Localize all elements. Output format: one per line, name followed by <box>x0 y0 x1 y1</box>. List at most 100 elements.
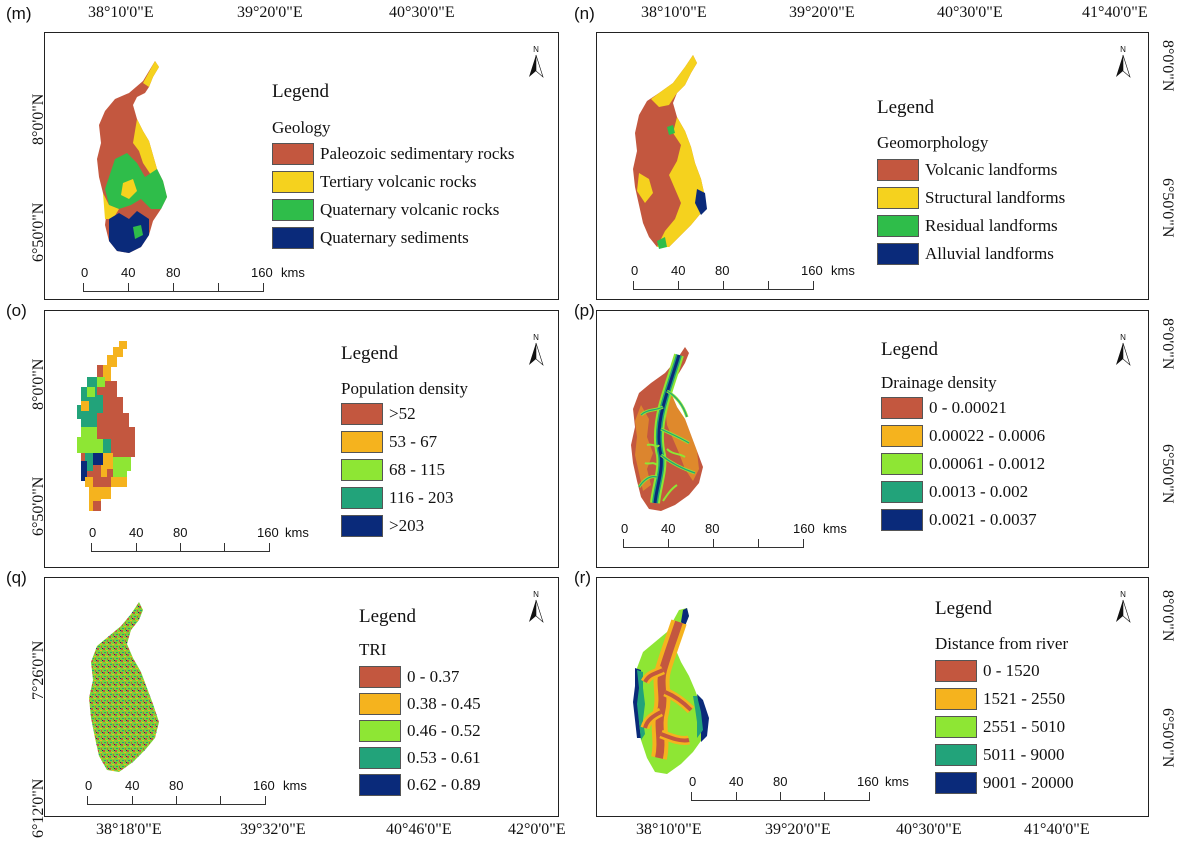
legend-item: Quaternary sediments <box>272 227 469 249</box>
legend-item: Quaternary volcanic rocks <box>272 199 499 221</box>
lat-label: 8°0'0"N <box>1159 590 1176 642</box>
legend-swatch <box>935 772 977 794</box>
north-label: N <box>1120 333 1126 342</box>
north-arrow-icon: N <box>1113 45 1133 79</box>
legend-title: Legend <box>359 606 416 627</box>
scale-tick-label: 160 <box>253 778 275 793</box>
lon-label: 40°30'0"E <box>937 4 1003 21</box>
legend-item: 53 - 67 <box>341 431 437 453</box>
map-panel-population-density: N Legend Population density >52 53 - 67 68… <box>44 310 559 568</box>
legend-item: 0 - 0.37 <box>359 666 459 688</box>
scale-tick-label: 0 <box>621 521 629 536</box>
legend-item: 0.0021 - 0.0037 <box>881 509 1037 531</box>
scale-tick-label: 40 <box>121 265 136 280</box>
scale-tick-label: 160 <box>793 521 815 536</box>
lon-label: 41°40'0"E <box>1082 4 1148 21</box>
legend-item-label: Tertiary volcanic rocks <box>320 172 477 191</box>
legend-swatch <box>935 688 977 710</box>
north-label: N <box>533 333 539 342</box>
scale-bar: 0 40 80 160 kms <box>631 259 871 295</box>
legend-item: Residual landforms <box>877 215 1058 237</box>
scale-tick-label: 40 <box>671 263 686 278</box>
legend-item: 0.00022 - 0.0006 <box>881 425 1045 447</box>
legend-item-label: Volcanic landforms <box>925 160 1058 179</box>
legend-swatch <box>272 227 314 249</box>
lon-label: 40°30'0"E <box>389 4 455 21</box>
scale-tick-label: 80 <box>166 265 181 280</box>
scale-bar: 0 40 80 160 kms <box>81 261 321 297</box>
legend-item-label: 9001 - 20000 <box>983 773 1074 792</box>
legend-item-label: Quaternary volcanic rocks <box>320 200 500 219</box>
legend-subtitle: Drainage density <box>881 373 997 392</box>
legend-swatch <box>341 487 383 509</box>
lon-label: 39°20'0"E <box>789 4 855 21</box>
panel-label: (n) <box>574 4 595 23</box>
legend-item-label: 0.46 - 0.52 <box>407 721 481 740</box>
legend-item-label: 0.0013 - 0.002 <box>929 482 1029 501</box>
legend-item: Paleozoic sedimentary rocks <box>272 143 515 165</box>
lon-label: 38°10'0"E <box>88 4 154 21</box>
map-panel-distance-from-river: N Legend Distance from river 0 - 1520 152… <box>596 577 1149 817</box>
scale-bar: 0 40 80 160 kms <box>689 770 929 806</box>
legend-item: 68 - 115 <box>341 459 445 481</box>
legend-swatch <box>881 397 923 419</box>
legend-item-label: Residual landforms <box>925 216 1058 235</box>
population-density-map <box>77 341 135 511</box>
north-label: N <box>533 45 539 54</box>
legend-item: 0.00061 - 0.0012 <box>881 453 1045 475</box>
scale-unit: kms <box>823 521 847 536</box>
legend-swatch <box>341 515 383 537</box>
drainage-density-map <box>631 347 703 511</box>
scale-tick-label: 160 <box>251 265 273 280</box>
legend-item-label: 0.53 - 0.61 <box>407 748 481 767</box>
scale-unit: kms <box>831 263 855 278</box>
legend-item: >203 <box>341 515 424 537</box>
legend-item: 9001 - 20000 <box>935 772 1074 794</box>
legend-title: Legend <box>935 598 992 619</box>
legend-item-label: 0.62 - 0.89 <box>407 775 481 794</box>
legend-swatch <box>341 459 383 481</box>
lon-label: 40°30'0"E <box>896 821 962 838</box>
legend-item-label: Alluvial landforms <box>925 244 1054 263</box>
north-arrow-icon: N <box>1113 333 1133 367</box>
legend-swatch <box>359 774 401 796</box>
legend-swatch <box>359 693 401 715</box>
north-label: N <box>1120 45 1126 54</box>
legend-item: 116 - 203 <box>341 487 454 509</box>
lat-label: 8°0'0"N <box>1159 318 1176 370</box>
scale-tick-label: 40 <box>129 525 144 540</box>
north-label: N <box>1120 590 1126 599</box>
legend-swatch <box>272 171 314 193</box>
legend-item: 0.53 - 0.61 <box>359 747 481 769</box>
scale-tick-label: 80 <box>715 263 730 278</box>
legend-item-label: 5011 - 9000 <box>983 745 1065 764</box>
legend-title: Legend <box>881 339 938 360</box>
legend-item-label: 0.38 - 0.45 <box>407 694 481 713</box>
scale-tick-label: 80 <box>173 525 188 540</box>
lat-label: 6°50'0"N <box>1159 178 1176 238</box>
tri-map <box>89 602 159 772</box>
legend-swatch <box>272 199 314 221</box>
legend-item: 0.0013 - 0.002 <box>881 481 1028 503</box>
lon-label: 41°40'0"E <box>1024 821 1090 838</box>
scale-tick-label: 80 <box>705 521 720 536</box>
north-arrow-icon: N <box>1113 590 1133 624</box>
legend-item-label: Quaternary sediments <box>320 228 469 247</box>
geomorphology-map <box>633 55 707 249</box>
legend-item: 5011 - 9000 <box>935 744 1065 766</box>
north-label: N <box>533 590 539 599</box>
legend-item: 0 - 1520 <box>935 660 1040 682</box>
map-panel-tri: N Legend TRI 0 - 0.37 0.38 - 0.45 0.46 - 0… <box>44 577 559 817</box>
legend-swatch <box>359 747 401 769</box>
legend-item: 2551 - 5010 <box>935 716 1065 738</box>
panel-label: (r) <box>574 568 591 587</box>
scale-tick-label: 40 <box>729 774 744 789</box>
legend-item-label: Paleozoic sedimentary rocks <box>320 144 515 163</box>
legend-item-label: 0 - 0.37 <box>407 667 460 686</box>
panel-label: (q) <box>6 568 27 587</box>
north-arrow-icon: N <box>526 590 546 624</box>
scale-tick-label: 40 <box>661 521 676 536</box>
legend-item: Structural landforms <box>877 187 1065 209</box>
scale-tick-label: 160 <box>857 774 879 789</box>
legend-title: Legend <box>341 343 398 364</box>
